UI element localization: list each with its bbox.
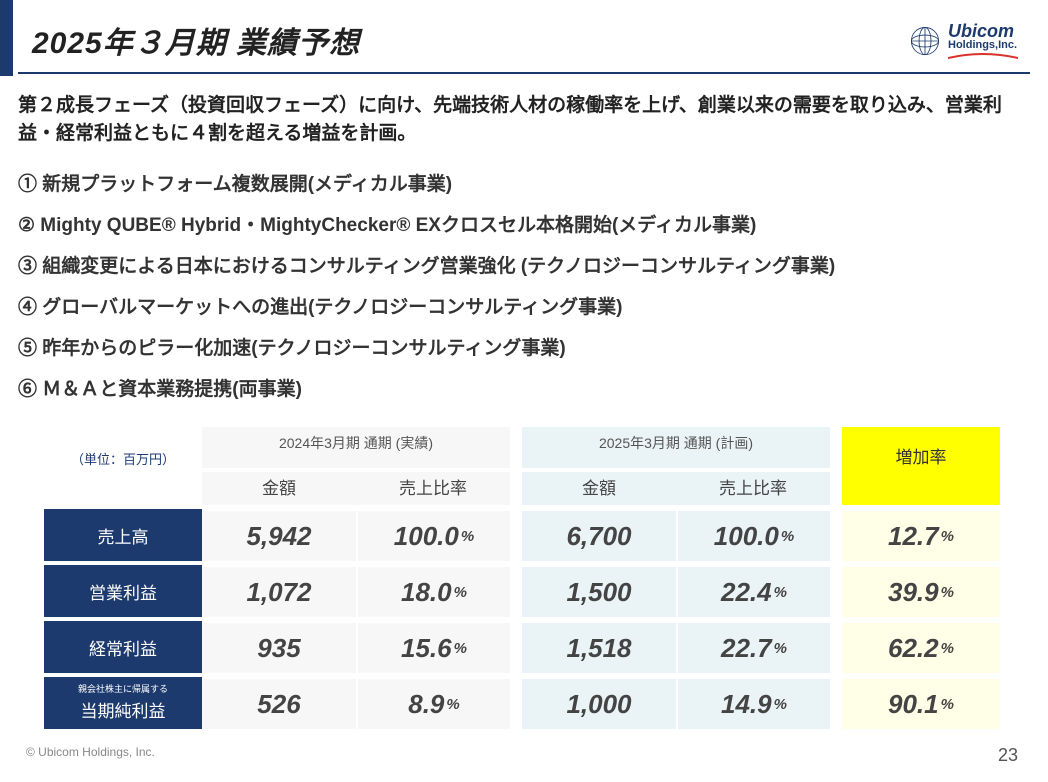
row-label-netincome: 親会社株主に帰属する 当期純利益	[44, 677, 202, 729]
cell: 935	[202, 621, 356, 673]
company-logo: Ubicom Holdings,Inc.	[908, 22, 1018, 59]
cell: 526	[202, 677, 356, 729]
bullet-item: ⑤ 昨年からのピラー化加速(テクノロジーコンサルティング事業)	[18, 333, 1030, 360]
col-amount-actual: 金額	[202, 472, 356, 505]
swoosh-icon	[948, 53, 1018, 59]
summary-text: 第２成長フェーズ（投資回収フェーズ）に向け、先端技術人材の稼働率を上げ、創業以来…	[0, 74, 1048, 151]
cell: 8.9%	[356, 677, 510, 729]
cell: 62.2%	[842, 621, 1000, 673]
sidebar-stripe	[0, 0, 13, 76]
cell: 22.7%	[676, 621, 830, 673]
globe-icon	[908, 24, 942, 58]
cell: 1,500	[522, 565, 676, 617]
bullet-item: ③ 組織変更による日本におけるコンサルティング営業強化 (テクノロジーコンサルテ…	[18, 251, 1030, 278]
plan-header: 2025年3月期 通期 (計画)	[522, 427, 830, 468]
bullet-item: ④ グローバルマーケットへの進出(テクノロジーコンサルティング事業)	[18, 292, 1030, 319]
bullet-item: ② Mighty QUBE® Hybrid・MightyChecker® EXク…	[18, 210, 1030, 237]
logo-line2: Holdings,Inc.	[948, 40, 1018, 51]
header: 2025年３月期 業績予想 Ubicom Holdings,Inc.	[0, 0, 1048, 72]
cell: 18.0%	[356, 565, 510, 617]
cell: 6,700	[522, 509, 676, 561]
logo-text: Ubicom Holdings,Inc.	[948, 22, 1018, 59]
forecast-table: （単位：百万円） 2024年3月期 通期 (実績) 2025年3月期 通期 (計…	[0, 423, 1048, 729]
growth-header: 増加率	[842, 427, 1000, 505]
bullet-item: ⑥ Ｍ＆Ａと資本業務提携(両事業)	[18, 374, 1030, 401]
unit-label: （単位：百万円）	[44, 427, 202, 468]
cell: 5,942	[202, 509, 356, 561]
logo-line1: Ubicom	[948, 22, 1018, 40]
copyright: © Ubicom Holdings, Inc.	[26, 745, 155, 766]
cell: 1,000	[522, 677, 676, 729]
cell: 12.7%	[842, 509, 1000, 561]
row-label-sales: 売上高	[44, 509, 202, 561]
cell: 22.4%	[676, 565, 830, 617]
cell: 1,072	[202, 565, 356, 617]
cell: 90.1%	[842, 677, 1000, 729]
cell: 100.0%	[676, 509, 830, 561]
footer: © Ubicom Holdings, Inc. 23	[0, 745, 1048, 766]
bullet-list: ① 新規プラットフォーム複数展開(メディカル事業) ② Mighty QUBE®…	[0, 151, 1048, 423]
row-label-opincome: 営業利益	[44, 565, 202, 617]
bullet-item: ① 新規プラットフォーム複数展開(メディカル事業)	[18, 169, 1030, 196]
cell: 15.6%	[356, 621, 510, 673]
row-label-ordincome: 経常利益	[44, 621, 202, 673]
col-ratio-actual: 売上比率	[356, 472, 510, 505]
actual-header: 2024年3月期 通期 (実績)	[202, 427, 510, 468]
cell: 39.9%	[842, 565, 1000, 617]
col-amount-plan: 金額	[522, 472, 676, 505]
cell: 100.0%	[356, 509, 510, 561]
cell: 14.9%	[676, 677, 830, 729]
col-ratio-plan: 売上比率	[676, 472, 830, 505]
page-title: 2025年３月期 業績予想	[32, 18, 360, 62]
cell: 1,518	[522, 621, 676, 673]
page-number: 23	[998, 745, 1018, 766]
